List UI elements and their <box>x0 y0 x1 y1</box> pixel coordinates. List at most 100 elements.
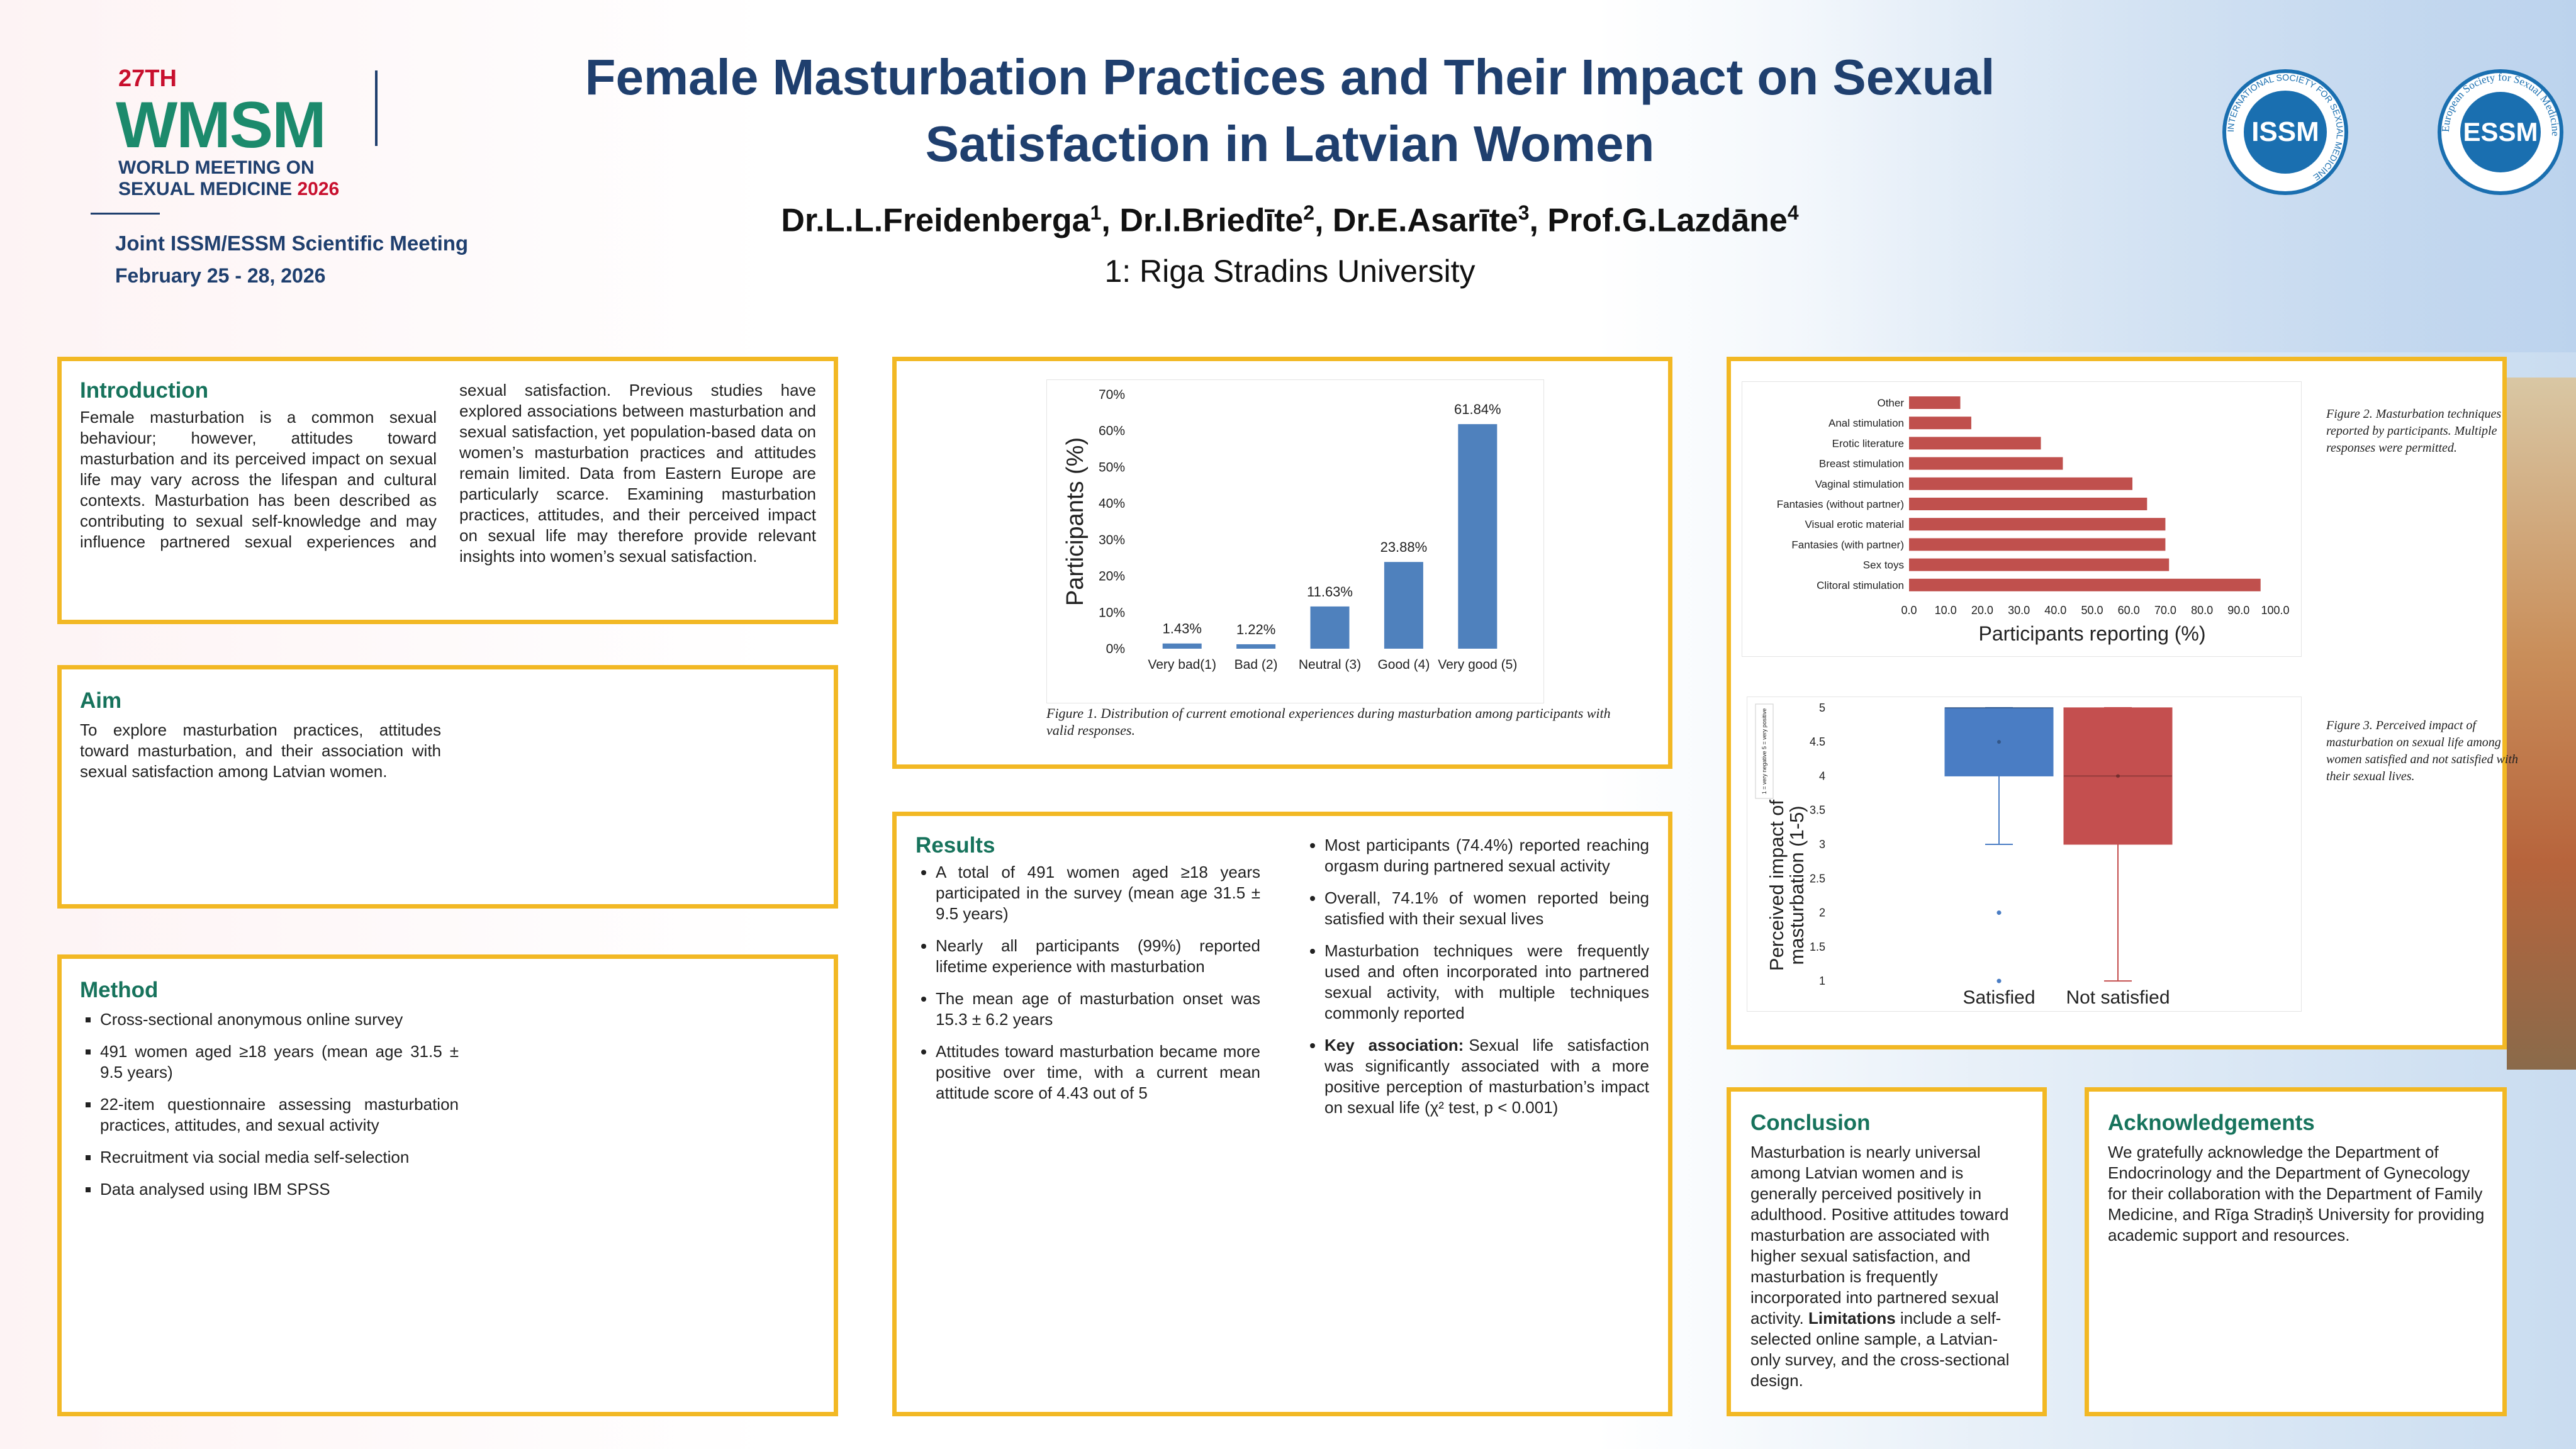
y-axis-label: Participants (%) <box>1062 437 1089 606</box>
y-tick-label: Sex toys <box>1863 559 1904 571</box>
issm-abbr: ISSM <box>2251 116 2319 147</box>
logo-edition: 27TH <box>118 65 177 92</box>
data-label: 11.63% <box>1307 584 1353 600</box>
y-tick-label: Fantasies (without partner) <box>1777 498 1904 510</box>
author: Dr.I.Briedīte <box>1119 202 1304 239</box>
section-heading: Acknowledgements <box>2108 1111 2315 1135</box>
title: Female Masturbation Practices and Their … <box>585 49 1995 172</box>
introduction: Introduction Female masturbation is a co… <box>80 378 816 567</box>
section-heading: Introduction <box>80 378 209 403</box>
conclusion-box: Conclusion Masturbation is nearly univer… <box>1727 1087 2047 1416</box>
y-tick-label: 3.5 <box>1810 804 1825 817</box>
outlier <box>1996 910 2002 915</box>
y-tick-label: 60% <box>1099 424 1125 439</box>
logo-year: 2026 <box>297 179 340 199</box>
y-tick-label: Other <box>1877 397 1904 409</box>
mean-marker <box>1997 740 2001 744</box>
note-frame <box>1755 703 1774 799</box>
limitations-text: include a self-selected online sample, a… <box>1750 1309 2010 1390</box>
results-box: Results A total of 491 women aged ≥18 ye… <box>892 812 1672 1416</box>
author: Prof.G.Lazdāne <box>1547 202 1788 239</box>
y-tick-label: 4.5 <box>1810 736 1825 748</box>
conclusion-text: Masturbation is nearly universal among L… <box>1750 1143 2009 1328</box>
figure-3-chart: 1 1.5 2 2.5 3 3.5 4 4.5 5 Perceived impact ofmast… <box>1747 697 2302 1012</box>
list-item: The mean age of masturbation onset was 1… <box>936 988 1260 1030</box>
y-tick-label: Breast stimulation <box>1819 458 1904 470</box>
x-tick-label: Good (4) <box>1377 657 1430 672</box>
society-logos: INTERNATIONAL SOCIETY FOR SEXUAL MEDICIN… <box>2222 69 2563 195</box>
y-tick-label: 0% <box>1106 642 1125 656</box>
y-tick-label: 30% <box>1099 533 1125 547</box>
y-tick-label: 1.5 <box>1810 941 1825 953</box>
bar <box>1310 606 1350 649</box>
list-item: A total of 491 women aged ≥18 years part… <box>936 862 1260 924</box>
author-sup: 3 <box>1518 201 1530 224</box>
bar <box>1458 424 1498 649</box>
key-label: Key association: <box>1324 1036 1464 1055</box>
x-tick-label: 90.0 <box>2227 604 2249 617</box>
essm-abbr: ESSM <box>2463 117 2538 147</box>
paragraph: We gratefully acknowledge the Department… <box>2108 1143 2485 1245</box>
list-item: Overall, 74.1% of women reported being s… <box>1324 888 1649 929</box>
aim-box: Aim To explore masturbation practices, a… <box>57 665 838 909</box>
list-item: Recruitment via social media self-select… <box>100 1147 459 1168</box>
list-item: 491 women aged ≥18 years (mean age 31.5 … <box>100 1041 459 1083</box>
figure-caption: Figure 2. Masturbation techniques report… <box>2326 407 2502 455</box>
y-tick-label: 50% <box>1099 460 1125 474</box>
y-tick-label: Visual erotic material <box>1805 518 1904 530</box>
list-item: Most participants (74.4%) reported reach… <box>1324 835 1649 876</box>
authors: Dr.L.L.Freidenberga1, Dr.I.Briedīte2, Dr… <box>781 201 1799 239</box>
y-tick-label: 3 <box>1819 838 1825 851</box>
x-tick-label: 80.0 <box>2191 604 2213 617</box>
y-tick-label: Fantasies (with partner) <box>1791 539 1904 551</box>
y-axis-label: Perceived impact of <box>1766 799 1788 971</box>
method-box: Method Cross-sectional anonymous online … <box>57 954 838 1416</box>
y-tick-label: Anal stimulation <box>1828 417 1904 429</box>
x-tick-label: 60.0 <box>2118 604 2140 617</box>
list-item: Data analysed using IBM SPSS <box>100 1179 459 1200</box>
issm-logo <box>2244 91 2327 174</box>
author-sup: 2 <box>1303 201 1314 224</box>
x-tick-label: 100.0 <box>2261 604 2289 617</box>
x-tick-label: Bad (2) <box>1235 657 1278 672</box>
note: 1 = very negative 5 = very positive <box>1761 708 1767 795</box>
y-tick-label: 70% <box>1099 388 1125 402</box>
logo-acronym: WMSM <box>116 89 327 162</box>
logo-line: SEXUAL MEDICINE <box>118 179 293 199</box>
y-tick-label: 20% <box>1099 569 1125 584</box>
section-heading: Conclusion <box>1750 1111 1871 1135</box>
bar <box>1162 643 1202 649</box>
logo-line: WORLD MEETING ON <box>118 157 315 178</box>
author-sup: 4 <box>1787 201 1799 224</box>
figure-2-chart: 0.0 10.0 20.0 30.0 40.0 50.0 60.0 70.0 80.0 90.0 1… <box>1742 381 2302 657</box>
data-label: 1.43% <box>1163 621 1202 637</box>
data-label: 23.88% <box>1380 539 1428 555</box>
box <box>2063 707 2173 845</box>
logo-rule <box>91 213 160 215</box>
bar <box>1909 558 2170 571</box>
x-tick-label: 40.0 <box>2044 604 2066 617</box>
y-tick-label: Erotic literature <box>1832 437 1904 449</box>
bar <box>1909 437 2041 450</box>
introduction-box: Introduction Female masturbation is a co… <box>57 357 838 624</box>
x-tick-label: 20.0 <box>1971 604 1993 617</box>
figure-caption: Figure 3. Perceived impact of masturbati… <box>2326 719 2519 783</box>
y-tick-label: Clitoral stimulation <box>1817 579 1904 591</box>
section-heading: Aim <box>80 688 122 713</box>
list-item: Masturbation techniques were frequently … <box>1324 941 1649 1024</box>
x-tick-label: 50.0 <box>2081 604 2103 617</box>
data-label: 1.22% <box>1236 622 1275 637</box>
x-tick-label: Satisfied <box>1963 987 2035 1008</box>
meeting-name: Joint ISSM/ESSM Scientific Meeting <box>115 232 469 255</box>
y-tick-label: Vaginal stimulation <box>1815 478 1904 490</box>
background <box>0 0 2576 352</box>
mean-marker <box>2116 774 2120 778</box>
bar <box>1909 457 2063 470</box>
author: Dr.E.Asarīte <box>1332 202 1518 239</box>
meeting-dates: February 25 - 28, 2026 <box>115 264 326 287</box>
x-tick-label: Neutral (3) <box>1299 657 1361 672</box>
background-photo <box>2507 378 2576 1070</box>
x-tick-label: 70.0 <box>2154 604 2176 617</box>
acknowledgements-box: Acknowledgements We gratefully acknowled… <box>2085 1087 2507 1416</box>
list-item: Cross-sectional anonymous online survey <box>100 1009 459 1030</box>
